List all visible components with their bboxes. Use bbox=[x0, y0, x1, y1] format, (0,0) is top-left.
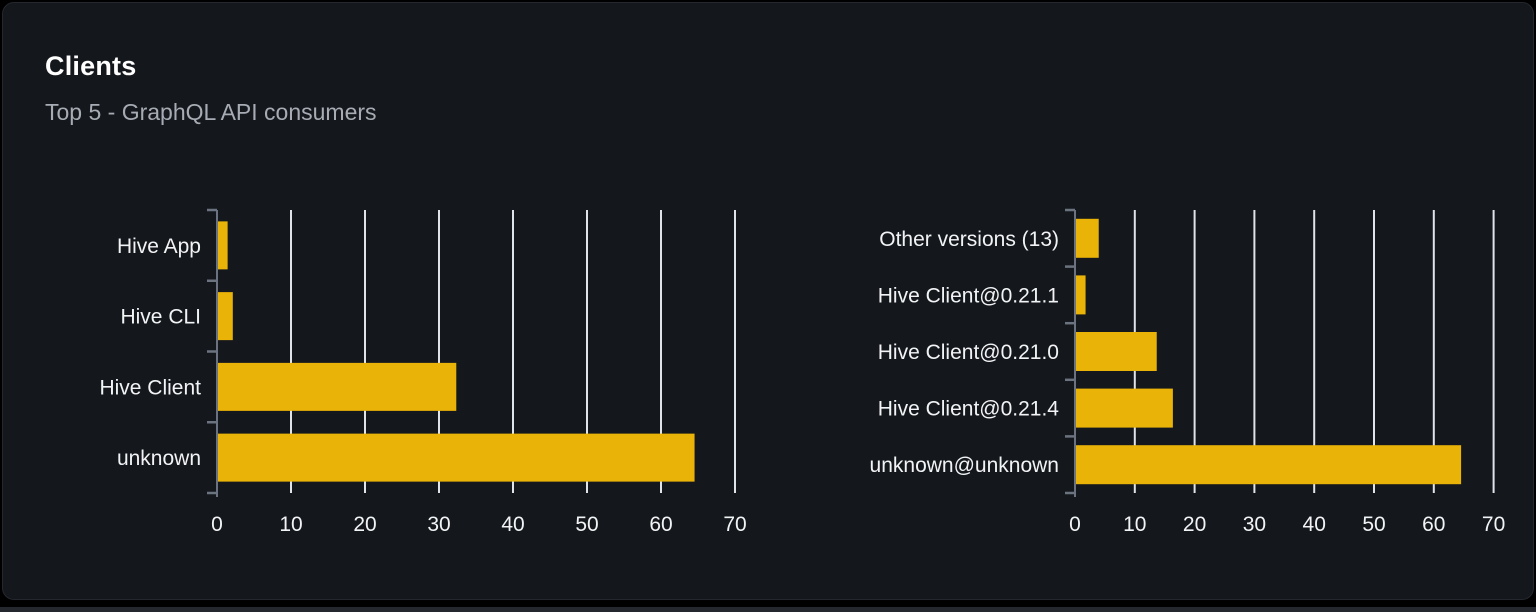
x-tick-label: 50 bbox=[1362, 513, 1385, 536]
card-title: Clients bbox=[45, 51, 137, 81]
bar bbox=[218, 292, 233, 341]
x-tick-label: 20 bbox=[353, 513, 376, 536]
x-tick-label: 70 bbox=[723, 513, 746, 536]
x-tick-label: 40 bbox=[501, 513, 524, 536]
x-tick-label: 60 bbox=[1422, 513, 1445, 536]
clients-by-name-bar-chart: 0 10 20 30 40 50 60 70 Hive App Hive CLI Hive Clie… bbox=[99, 208, 747, 536]
bar bbox=[1076, 445, 1462, 485]
x-tick-label: 70 bbox=[1482, 513, 1505, 536]
clients-by-version-bar-chart: 0 10 20 30 40 50 60 70 Other versions (13) Hive C… bbox=[870, 208, 1505, 536]
x-tick-label: 20 bbox=[1183, 513, 1206, 536]
bar bbox=[1076, 218, 1099, 258]
category-label: Hive Client bbox=[99, 376, 201, 399]
card-subtitle: Top 5 - GraphQL API consumers bbox=[45, 99, 377, 125]
x-tick-label: 0 bbox=[1069, 513, 1081, 536]
category-label: Other versions (13) bbox=[879, 228, 1059, 251]
x-tick-label: 30 bbox=[427, 513, 450, 536]
bar bbox=[1076, 332, 1157, 371]
next-card-top-edge bbox=[0, 607, 1536, 612]
x-tick-label: 40 bbox=[1303, 513, 1326, 536]
x-tick-label: 0 bbox=[211, 513, 223, 536]
category-label: Hive Client@0.21.1 bbox=[878, 284, 1059, 307]
x-tick-label: 60 bbox=[649, 513, 672, 536]
category-label: unknown bbox=[117, 447, 201, 470]
x-tick-label: 10 bbox=[279, 513, 302, 536]
category-label: Hive Client@0.21.4 bbox=[878, 398, 1060, 421]
x-tick-label: 30 bbox=[1243, 513, 1266, 536]
bar bbox=[218, 433, 695, 482]
x-tick-label: 10 bbox=[1123, 513, 1146, 536]
bar bbox=[1076, 388, 1173, 428]
category-label: Hive Client@0.21.0 bbox=[878, 341, 1059, 364]
bar bbox=[218, 362, 457, 411]
category-label: unknown@unknown bbox=[870, 454, 1059, 477]
bar bbox=[218, 221, 228, 270]
category-label: Hive CLI bbox=[120, 306, 201, 329]
category-label: Hive App bbox=[117, 235, 201, 258]
clients-card: Clients Top 5 - GraphQL API consumers 0 1… bbox=[2, 2, 1534, 600]
bar bbox=[1076, 275, 1086, 315]
x-tick-label: 50 bbox=[575, 513, 598, 536]
